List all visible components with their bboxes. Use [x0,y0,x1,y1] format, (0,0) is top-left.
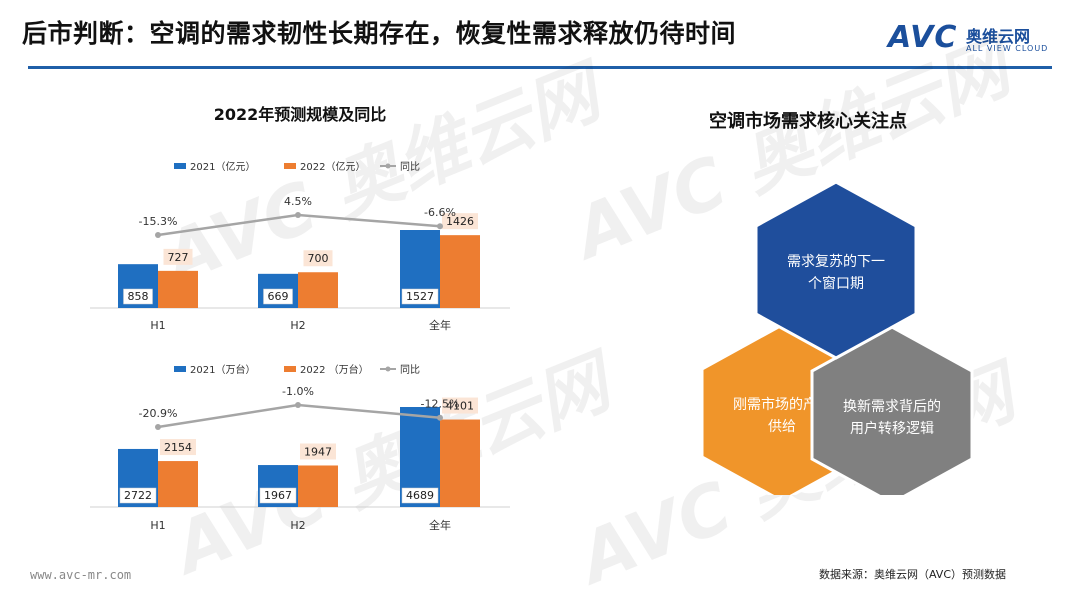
legend-label: 2022 （万台） [300,363,369,376]
data-label-2021: 858 [128,290,149,303]
data-label-box [259,487,297,504]
hex-top-label: 需求复苏的下一 [787,253,885,270]
footer-source: 数据来源：奥维云网（AVC）预测数据 [818,568,1006,581]
legend-label: 同比 [400,161,420,173]
yoy-label: -20.9% [139,407,178,420]
yoy-point [295,212,301,218]
data-label-2022: 1426 [446,215,474,228]
chart-title: 2022年预测规模及同比 [214,105,387,124]
footer-url[interactable]: www.avc-mr.com [30,568,132,582]
hex-title: 空调市场需求核心关注点 [709,110,907,132]
x-tick-label: 全年 [429,318,451,332]
x-tick-label: 全年 [429,518,451,532]
hex-right-label: 换新需求背后的 [843,398,941,415]
avc-logo: AVC 奥维云网 ALL VIEW CLOUD [888,20,1058,60]
yoy-point [155,232,161,238]
x-tick-label: H1 [150,519,165,532]
yoy-point [295,402,301,408]
page-title: 后市判断：空调的需求韧性长期存在，恢复性需求释放仍待时间 [22,19,737,48]
bar-2022 [440,419,480,507]
data-label-box [401,487,439,504]
logo-en: ALL VIEW CLOUD [966,44,1049,53]
x-tick-label: H2 [290,319,305,332]
data-label-box [263,288,293,305]
yoy-line [157,213,441,237]
charts-area: 2022年预测规模及同比 2021（亿元） 2022（亿元） 同比 858 727 H1 66… [90,105,510,532]
data-label-box [119,487,157,504]
logo-cn: 奥维云网 [966,27,1031,46]
data-label-box [123,288,153,305]
data-label-box [300,443,336,460]
legend-label: 2021（万台） [190,363,255,376]
legend-marker [385,366,391,372]
legend-label: 2021（亿元） [190,160,255,173]
yoy-label: -12.5% [421,398,460,411]
hex-left-label: 供给 [768,419,796,435]
data-label-2022: 727 [168,251,189,264]
hex-right [810,325,974,495]
bar-2022 [298,465,338,507]
hex-top [754,180,918,360]
hex-left-label: 刚需市场的产品 [733,396,831,413]
yoy-label: -1.0% [282,385,314,398]
data-label-2021: 4689 [406,489,434,502]
legend-label: 同比 [400,364,420,376]
data-label-box [160,439,196,456]
yoy-line [157,403,441,429]
yoy-point [155,424,161,430]
data-label-box [401,288,439,305]
x-tick-label: H1 [150,319,165,332]
yoy-label: 4.5% [284,195,312,208]
legend-label: 2022（亿元） [300,160,365,173]
bar-2022 [158,270,198,308]
yoy-point [437,414,443,421]
bar-2022 [158,461,198,507]
bar-2022 [440,235,480,308]
data-label-2021: 1967 [264,489,292,502]
data-label-box [303,250,333,267]
data-label-2022: 4101 [446,400,474,413]
data-label-box [163,248,193,265]
yoy-point [437,223,443,230]
data-label-2022: 1947 [304,445,332,458]
legend-swatch-2021 [174,366,186,372]
data-label-2021: 1527 [406,290,434,303]
yoy-label: -15.3% [139,215,178,228]
x-tick-label: H2 [290,519,305,532]
logo-text: AVC [888,20,958,55]
legend-swatch-2022 [284,163,296,169]
legend-swatch-2022 [284,366,296,372]
hex-top-label: 个窗口期 [808,275,864,292]
data-label-2021: 669 [268,290,289,303]
title-divider [28,66,1052,69]
data-label-2022: 700 [308,252,329,265]
legend-swatch-2021 [174,163,186,169]
data-label-2022: 2154 [164,441,192,454]
yoy-label: -6.6% [424,206,456,219]
data-label-box [442,213,478,230]
data-label-2021: 2722 [124,489,152,502]
bar-2022 [298,272,338,308]
hex-right-label: 用户转移逻辑 [850,420,934,437]
legend-marker [385,163,391,169]
data-label-box [442,397,478,414]
